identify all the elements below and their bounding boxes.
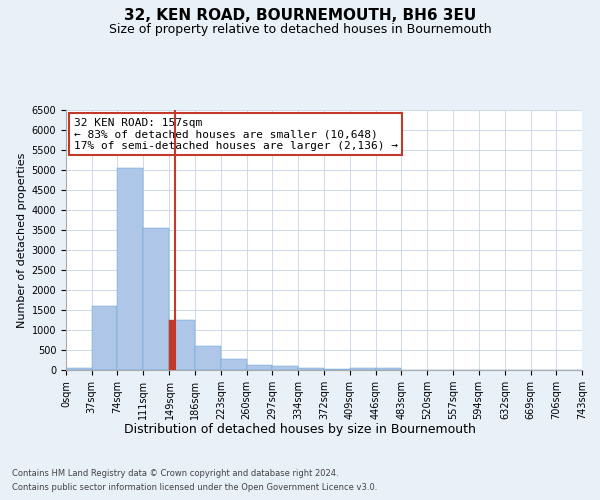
Bar [143, 228, 169, 370]
Text: 32, KEN ROAD, BOURNEMOUTH, BH6 3EU: 32, KEN ROAD, BOURNEMOUTH, BH6 3EU [124, 8, 476, 22]
Bar [118, 168, 143, 370]
Bar [195, 346, 221, 370]
Bar [169, 320, 175, 370]
Bar [247, 365, 272, 370]
Text: Contains HM Land Registry data © Crown copyright and database right 2024.: Contains HM Land Registry data © Crown c… [12, 468, 338, 477]
Bar [272, 366, 298, 370]
Bar [376, 368, 401, 370]
Text: Contains public sector information licensed under the Open Government Licence v3: Contains public sector information licen… [12, 484, 377, 492]
Bar [92, 306, 118, 370]
Bar [221, 359, 247, 370]
Bar [175, 320, 195, 370]
Bar [66, 368, 92, 370]
Y-axis label: Number of detached properties: Number of detached properties [17, 152, 28, 328]
Text: Distribution of detached houses by size in Bournemouth: Distribution of detached houses by size … [124, 422, 476, 436]
Bar [350, 368, 376, 370]
Bar [298, 368, 325, 370]
Text: Size of property relative to detached houses in Bournemouth: Size of property relative to detached ho… [109, 22, 491, 36]
Bar [325, 369, 350, 370]
Text: 32 KEN ROAD: 157sqm
← 83% of detached houses are smaller (10,648)
17% of semi-de: 32 KEN ROAD: 157sqm ← 83% of detached ho… [74, 118, 398, 151]
